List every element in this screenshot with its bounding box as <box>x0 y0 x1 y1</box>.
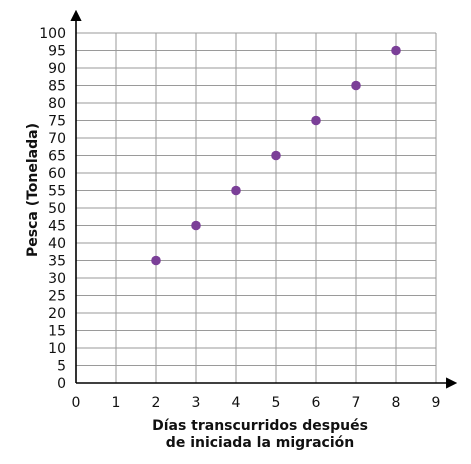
x-tick-label: 6 <box>312 395 321 411</box>
data-point <box>191 220 201 231</box>
axes <box>70 9 458 389</box>
y-tick-label: 45 <box>48 219 66 235</box>
x-tick-label: 0 <box>72 395 81 411</box>
data-point <box>151 255 161 266</box>
y-tick-label: 65 <box>48 149 66 165</box>
data-point <box>311 115 321 126</box>
y-tick-label: 90 <box>48 61 66 77</box>
y-tick-label: 75 <box>48 114 66 130</box>
y-tick-label: 30 <box>48 271 66 287</box>
x-tick-label: 3 <box>192 395 201 411</box>
grid <box>76 32 437 383</box>
x-axis-title-line-1: Días transcurridos después <box>152 418 368 434</box>
x-tick-label: 7 <box>352 395 361 411</box>
y-tick-label: 55 <box>48 184 66 200</box>
x-tick-label: 2 <box>152 395 161 411</box>
y-axis-title: Pesca (Tonelada) <box>25 123 41 257</box>
y-tick-label: 70 <box>48 131 66 147</box>
data-point <box>271 150 281 161</box>
y-tick-label: 95 <box>48 44 66 60</box>
y-tick-label: 60 <box>48 166 66 182</box>
y-tick-label: 20 <box>48 306 66 322</box>
y-tick-label: 15 <box>48 324 66 340</box>
y-tick-label: 80 <box>48 96 66 112</box>
x-tick-label: 1 <box>112 395 121 411</box>
y-tick-label: 25 <box>48 289 66 305</box>
y-tick-label: 10 <box>48 341 66 357</box>
y-tick-label: 100 <box>39 26 66 42</box>
y-tick-label: 5 <box>57 359 66 375</box>
data-point <box>231 185 241 196</box>
y-tick-label: 35 <box>48 254 66 270</box>
y-tick-label: 85 <box>48 79 66 95</box>
data-points <box>151 45 401 266</box>
x-tick-label: 9 <box>432 395 441 411</box>
x-tick-label: 4 <box>232 395 241 411</box>
y-tick-label: 40 <box>48 236 66 252</box>
data-point <box>391 45 401 56</box>
tick-labels: 0510152025303540455055606570758085909510… <box>39 26 440 411</box>
y-tick-label: 0 <box>57 376 66 392</box>
y-tick-label: 50 <box>48 201 66 217</box>
x-tick-label: 8 <box>392 395 401 411</box>
data-point <box>351 80 361 91</box>
x-tick-label: 5 <box>272 395 281 411</box>
x-axis-title-line-2: de iniciada la migración <box>166 435 354 451</box>
